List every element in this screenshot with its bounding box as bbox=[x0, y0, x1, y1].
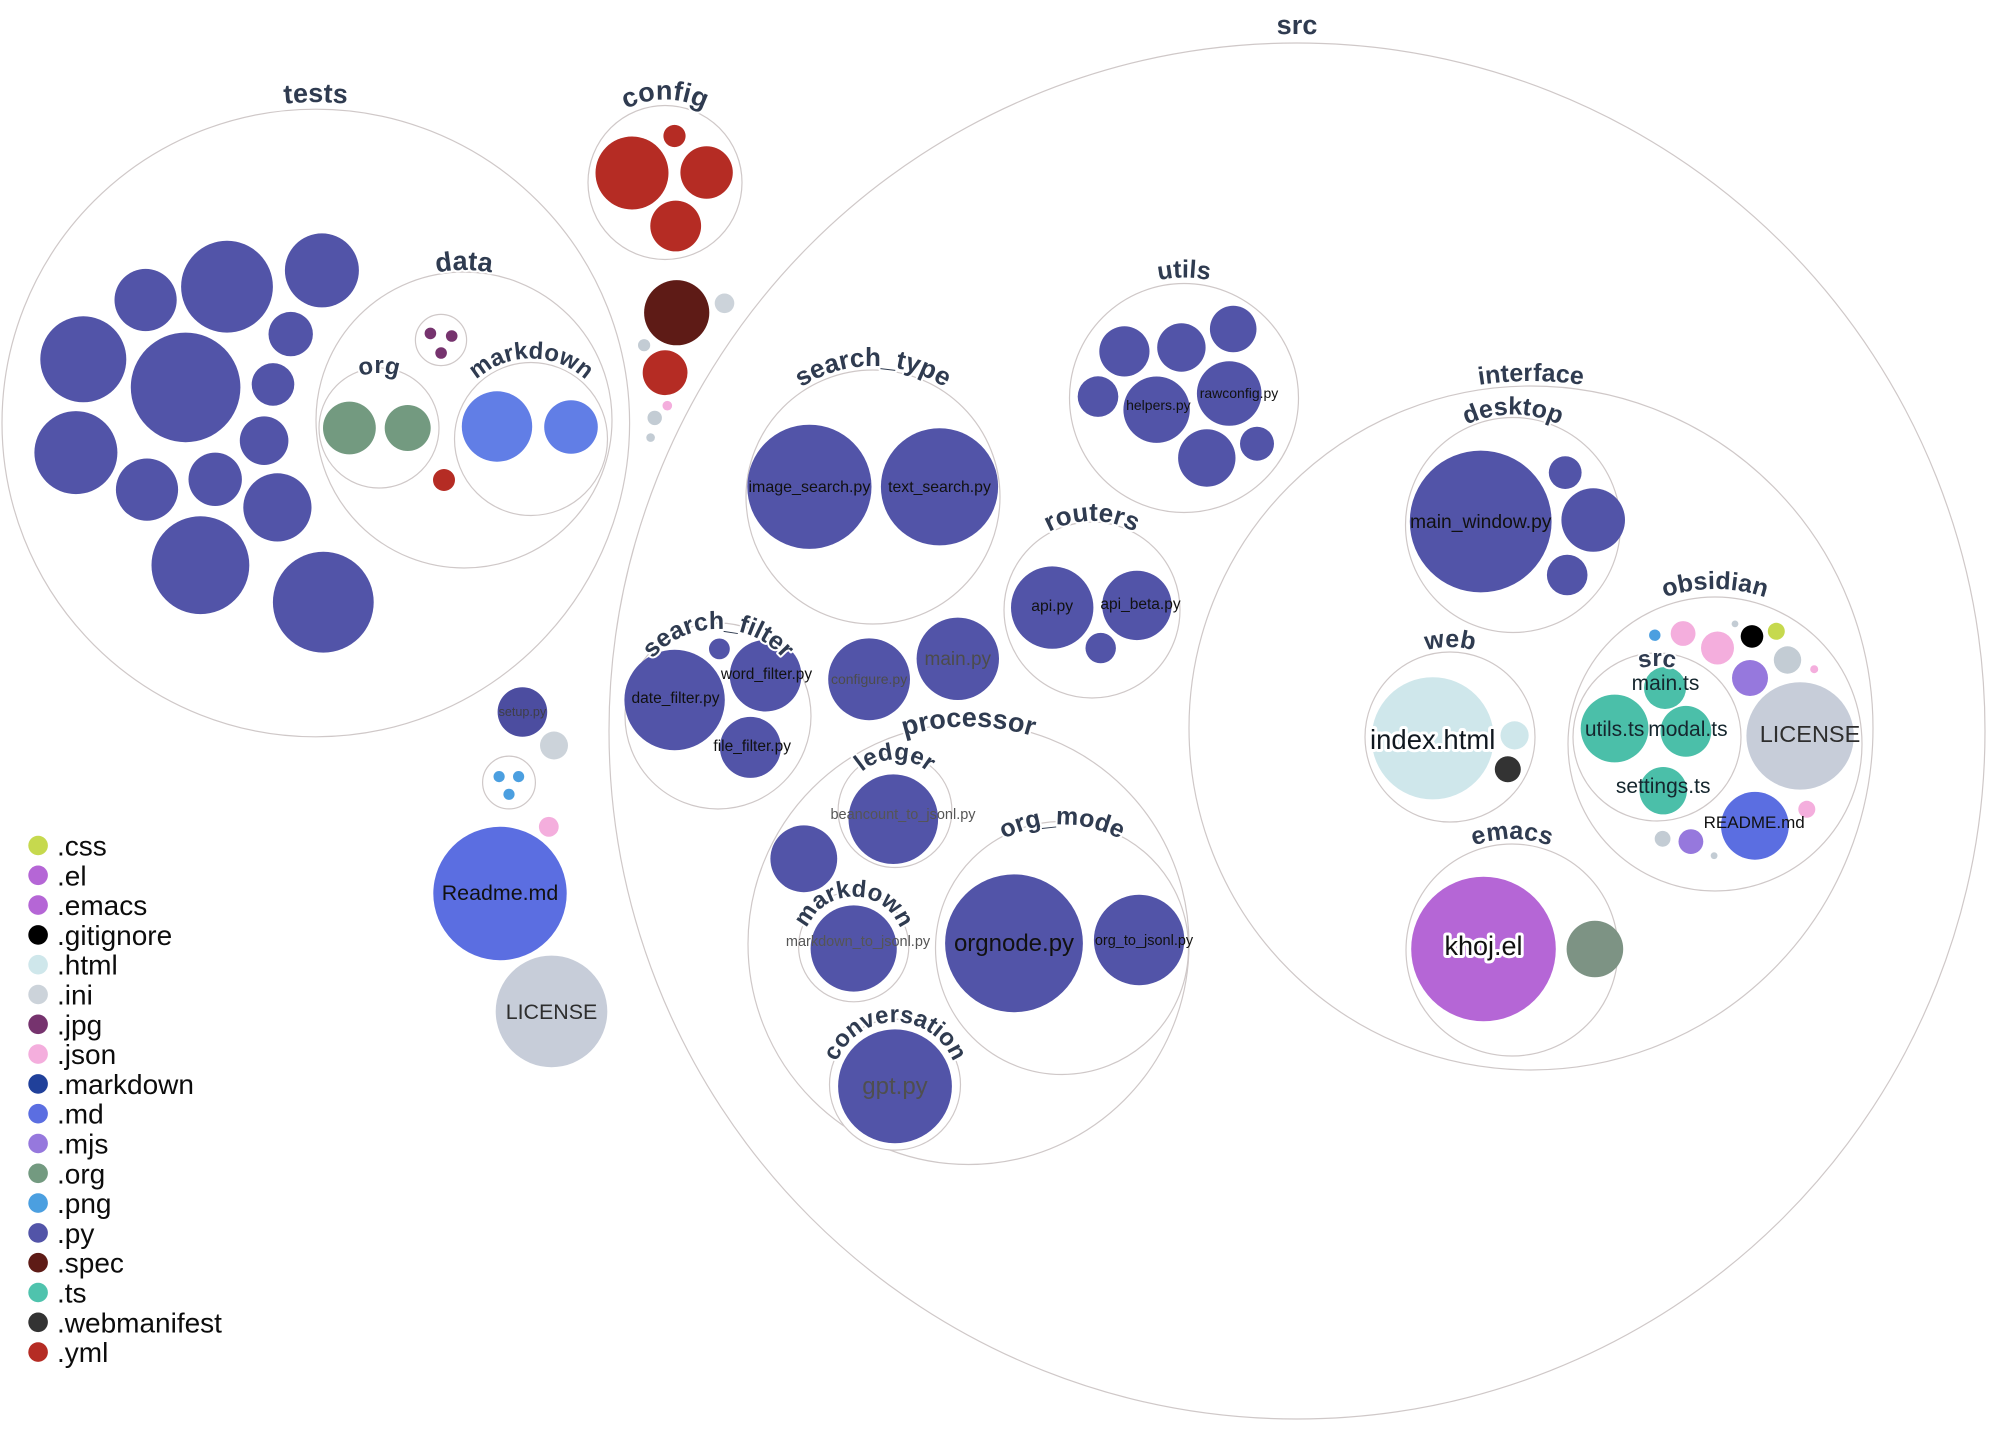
svg-text:.mjs: .mjs bbox=[57, 1129, 108, 1160]
svg-text:modal.ts: modal.ts bbox=[1648, 718, 1727, 741]
svg-text:khoj.el: khoj.el bbox=[1444, 931, 1522, 961]
svg-text:configure.py: configure.py bbox=[831, 671, 907, 687]
svg-text:utils: utils bbox=[1155, 255, 1213, 286]
svg-text:file_filter.py: file_filter.py bbox=[713, 738, 791, 755]
svg-text:.markdown: .markdown bbox=[57, 1069, 194, 1100]
svg-text:LICENSE: LICENSE bbox=[506, 1000, 598, 1024]
svg-text:helpers.py: helpers.py bbox=[1126, 397, 1191, 413]
svg-text:utils.ts: utils.ts bbox=[1585, 718, 1645, 741]
svg-text:main_window.py: main_window.py bbox=[1410, 512, 1552, 533]
svg-text:api_beta.py: api_beta.py bbox=[1100, 596, 1180, 613]
svg-text:.jpg: .jpg bbox=[57, 1009, 102, 1040]
svg-text:web: web bbox=[1421, 625, 1478, 656]
svg-text:rawconfig.py: rawconfig.py bbox=[1200, 385, 1279, 401]
svg-text:.css: .css bbox=[57, 831, 107, 862]
svg-text:main.py: main.py bbox=[925, 649, 992, 670]
svg-text:README.md: README.md bbox=[1704, 813, 1805, 832]
svg-text:markdown_to_jsonl.py: markdown_to_jsonl.py bbox=[786, 934, 931, 950]
svg-text:.org: .org bbox=[57, 1158, 105, 1189]
svg-text:.el: .el bbox=[57, 860, 87, 891]
svg-text:LICENSE: LICENSE bbox=[1760, 721, 1861, 747]
svg-text:gpt.py: gpt.py bbox=[862, 1073, 927, 1100]
svg-text:beancount_to_jsonl.py: beancount_to_jsonl.py bbox=[830, 807, 976, 823]
svg-text:.gitignore: .gitignore bbox=[57, 920, 172, 951]
svg-text:.py: .py bbox=[57, 1218, 94, 1249]
svg-text:org_to_jsonl.py: org_to_jsonl.py bbox=[1095, 933, 1194, 949]
svg-text:.png: .png bbox=[57, 1188, 112, 1219]
svg-text:date_filter.py: date_filter.py bbox=[632, 690, 720, 707]
svg-text:index.html: index.html bbox=[1370, 724, 1495, 755]
svg-text:api.py: api.py bbox=[1031, 598, 1073, 615]
svg-text:orgnode.py: orgnode.py bbox=[954, 930, 1074, 957]
svg-text:.ini: .ini bbox=[57, 980, 93, 1011]
svg-text:settings.ts: settings.ts bbox=[1616, 775, 1711, 798]
svg-text:src: src bbox=[1276, 10, 1317, 40]
svg-text:setup.py: setup.py bbox=[499, 705, 547, 719]
svg-text:.yml: .yml bbox=[57, 1337, 108, 1368]
svg-text:.json: .json bbox=[57, 1039, 116, 1070]
svg-text:.spec: .spec bbox=[57, 1248, 124, 1279]
svg-text:interface: interface bbox=[1476, 359, 1586, 391]
svg-text:.ts: .ts bbox=[57, 1278, 87, 1309]
svg-text:main.ts: main.ts bbox=[1632, 672, 1700, 695]
svg-text:src: src bbox=[1636, 645, 1678, 674]
svg-text:.webmanifest: .webmanifest bbox=[57, 1307, 222, 1338]
svg-text:.html: .html bbox=[57, 950, 118, 981]
svg-text:text_search.py: text_search.py bbox=[888, 479, 991, 496]
svg-text:.emacs: .emacs bbox=[57, 890, 147, 921]
svg-text:data: data bbox=[433, 246, 496, 279]
svg-text:image_search.py: image_search.py bbox=[748, 479, 870, 496]
svg-text:Readme.md: Readme.md bbox=[442, 881, 559, 905]
svg-text:.md: .md bbox=[57, 1099, 104, 1130]
svg-text:org: org bbox=[355, 352, 402, 382]
svg-text:word_filter.py: word_filter.py bbox=[720, 666, 813, 683]
